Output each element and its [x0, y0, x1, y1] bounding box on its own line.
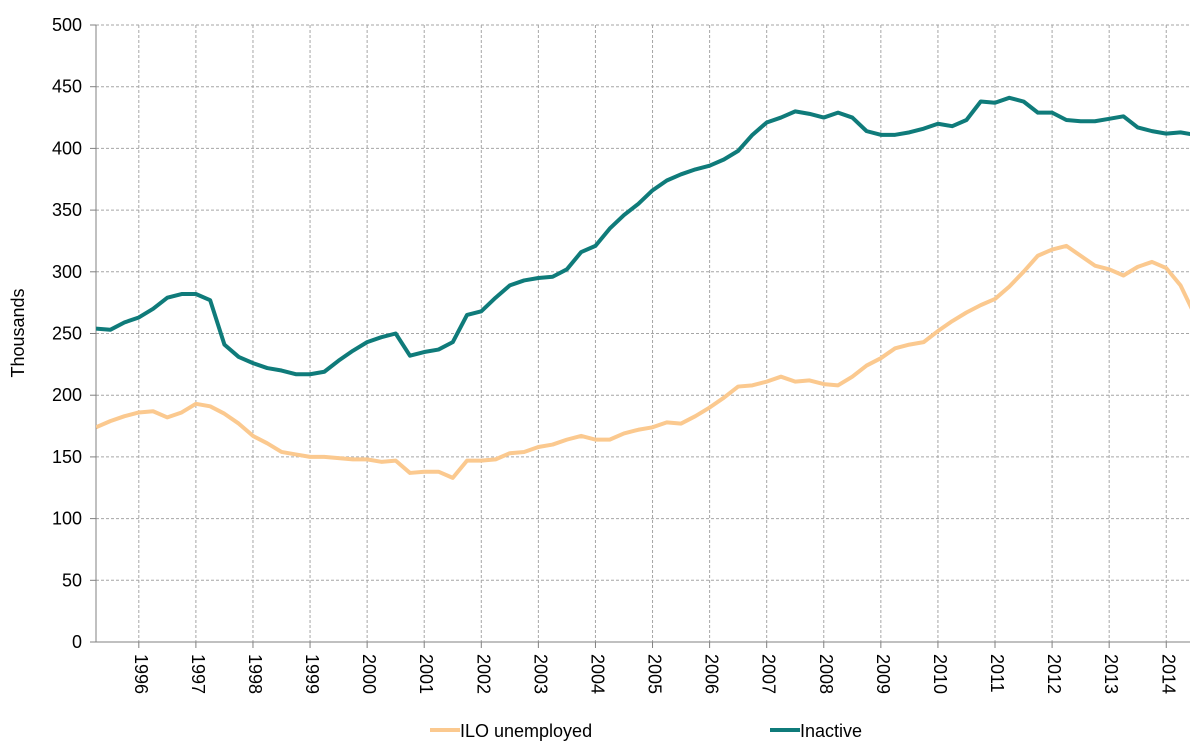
- y-tick-label: 450: [52, 77, 82, 97]
- x-tick-label: 2001: [416, 654, 436, 694]
- x-tick-label: 2006: [702, 654, 722, 694]
- x-tick-label: 2008: [816, 654, 836, 694]
- x-tick-label: 2000: [359, 654, 379, 694]
- y-tick-label: 400: [52, 138, 82, 158]
- y-tick-label: 250: [52, 324, 82, 344]
- plot: [96, 95, 1190, 480]
- x-tick-label: 2009: [873, 654, 893, 694]
- legend-label: ILO unemployed: [460, 721, 592, 741]
- x-tick-label: 1998: [245, 654, 265, 694]
- y-tick-label: 300: [52, 262, 82, 282]
- x-tick-label: 2004: [587, 654, 607, 694]
- x-tick-label: 2013: [1101, 654, 1121, 694]
- x-tick-label: 1999: [302, 654, 322, 694]
- x-tick-label: 1997: [188, 654, 208, 694]
- legend-label: Inactive: [800, 721, 862, 741]
- y-tick-label: 350: [52, 200, 82, 220]
- x-tick-label: 2002: [473, 654, 493, 694]
- y-tick-label: 50: [62, 570, 82, 590]
- y-tick-label: 150: [52, 447, 82, 467]
- series-line: [96, 95, 1190, 377]
- x-tick-label: 2011: [987, 654, 1007, 693]
- x-tick-label: 2010: [930, 654, 950, 694]
- x-tick-label: 2003: [530, 654, 550, 694]
- y-tick-label: 200: [52, 385, 82, 405]
- y-tick-label: 0: [72, 632, 82, 652]
- x-tick-label: 1996: [131, 654, 151, 694]
- y-axis-label: Thousands: [8, 288, 28, 377]
- y-tick-label: 500: [52, 15, 82, 35]
- x-tick-label: 2014: [1158, 654, 1178, 694]
- series-line: [96, 243, 1190, 480]
- x-tick-label: 2007: [759, 654, 779, 694]
- x-tick-label: 2012: [1044, 654, 1064, 694]
- y-tick-label: 100: [52, 509, 82, 529]
- x-tick-label: 2005: [645, 654, 665, 694]
